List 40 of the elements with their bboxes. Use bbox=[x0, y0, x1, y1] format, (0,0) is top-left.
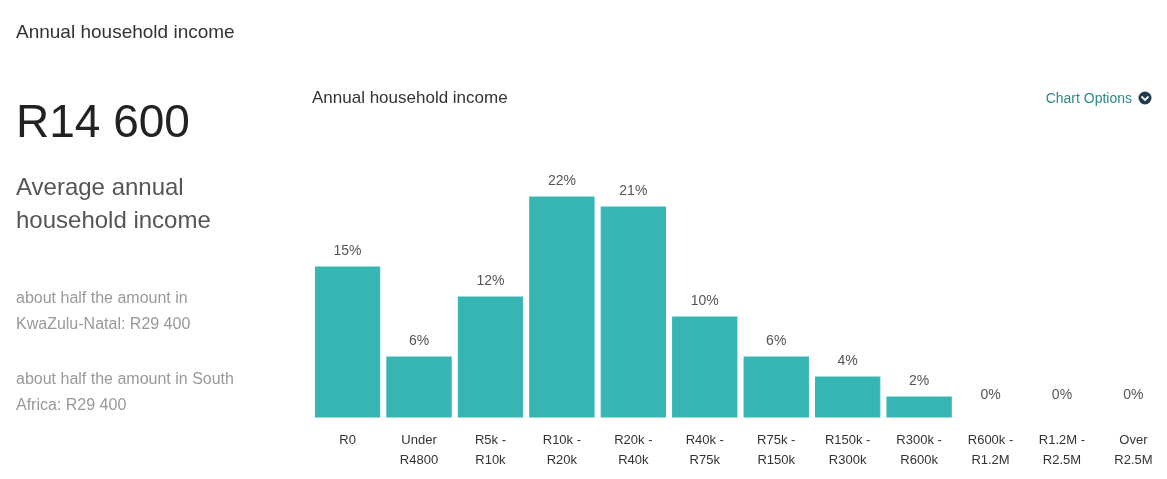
text: about half the amount in KwaZulu-Natal: R29 400 bbox=[16, 289, 191, 332]
data-label: 4% bbox=[837, 352, 858, 368]
data-label: 0% bbox=[1123, 386, 1144, 402]
x-tick-label: R5k - R10k bbox=[474, 432, 507, 467]
chart-title: Annual household income bbox=[312, 88, 508, 107]
x-tick-label: Over R2.5M bbox=[1114, 432, 1153, 467]
data-label: 21% bbox=[619, 182, 648, 198]
data-label: 0% bbox=[980, 386, 1001, 402]
data-label: 10% bbox=[690, 292, 719, 308]
x-tick-label: R10k - R20k bbox=[542, 432, 582, 467]
text: R14 600 bbox=[16, 95, 190, 147]
data-label: 12% bbox=[476, 272, 505, 288]
bar bbox=[815, 376, 881, 418]
x-tick-label: R600k - R1.2M bbox=[967, 432, 1014, 467]
x-tick-label: R1.2M - R2.5M bbox=[1038, 432, 1086, 467]
data-label: 0% bbox=[1051, 386, 1073, 402]
data-label: 2% bbox=[908, 372, 930, 388]
bar bbox=[743, 356, 809, 418]
x-tick-label: R20k - R40k bbox=[614, 432, 653, 467]
x-tick-label: R40k - R75k bbox=[685, 432, 724, 467]
bar bbox=[886, 396, 952, 418]
bar bbox=[314, 266, 381, 418]
text: about half the amount in South Africa: R29 400 bbox=[16, 370, 234, 413]
data-label: 15% bbox=[333, 242, 362, 258]
x-tick-label: R75k - R150k bbox=[757, 432, 796, 467]
bar bbox=[529, 196, 595, 418]
text: Annual household income bbox=[16, 21, 235, 42]
text: Average annual household income bbox=[16, 173, 211, 233]
data-label: 6% bbox=[766, 332, 787, 348]
bar bbox=[457, 296, 524, 418]
data-label: 6% bbox=[408, 332, 430, 348]
x-tick-label: R300k - R600k bbox=[896, 432, 942, 467]
bar bbox=[672, 316, 738, 418]
x-tick-label: Under R4800 bbox=[399, 432, 439, 467]
x-tick-label: R150k - R300k bbox=[824, 432, 871, 467]
data-label: 22% bbox=[547, 172, 576, 188]
bar bbox=[600, 206, 666, 418]
bar bbox=[386, 356, 452, 418]
x-tick-label: R0 bbox=[339, 432, 356, 447]
text: Chart Options bbox=[1045, 90, 1132, 106]
